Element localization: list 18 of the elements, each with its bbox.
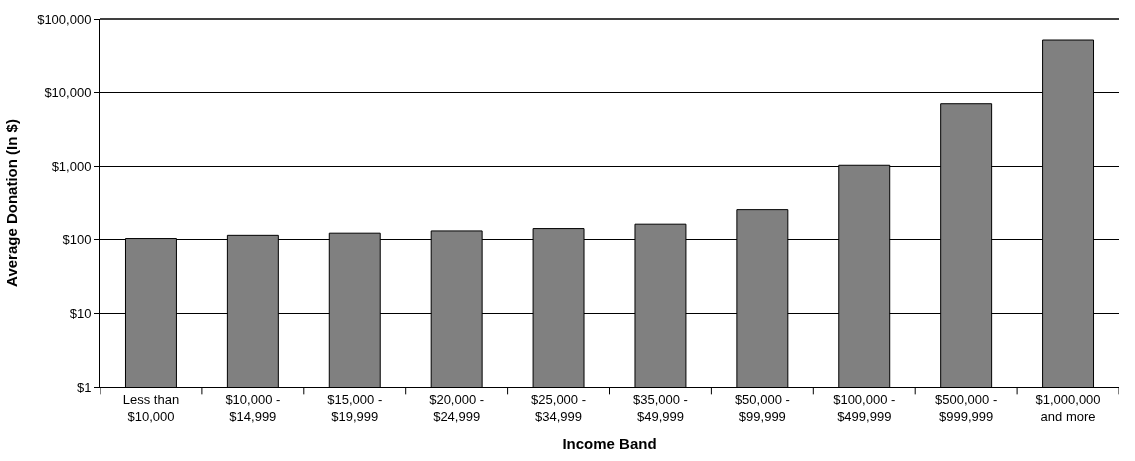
y-axis-title: Average Donation (In $) (3, 119, 21, 287)
x-tick-label: $15,000 - $19,999 (327, 391, 383, 424)
y-tick-label: $10 (69, 305, 92, 321)
x-tick-label: $35,000 - $49,999 (632, 391, 688, 424)
x-tick-label: $25,000 - $34,999 (531, 391, 587, 424)
x-tick-label: $20,000 - $24,999 (429, 391, 485, 424)
x-tick-label: Less than $10,000 (122, 391, 180, 424)
y-tick-label: $1 (76, 379, 92, 395)
x-tick-label: $500,000 - $999,999 (935, 391, 998, 424)
y-tick-label: $1,000 (51, 158, 92, 174)
y-tick-label: $100,000 (37, 11, 92, 27)
x-tick-label: $50,000 - $99,999 (734, 391, 790, 424)
x-tick-label: $1,000,000 and more (1035, 391, 1101, 424)
x-axis-title: Income Band (562, 434, 657, 452)
y-tick-label: $10,000 (44, 85, 92, 101)
y-tick-label: $100 (62, 232, 92, 248)
x-tick-label: $100,000 - $499,999 (833, 391, 896, 424)
x-tick-label: $10,000 - $14,999 (225, 391, 281, 424)
